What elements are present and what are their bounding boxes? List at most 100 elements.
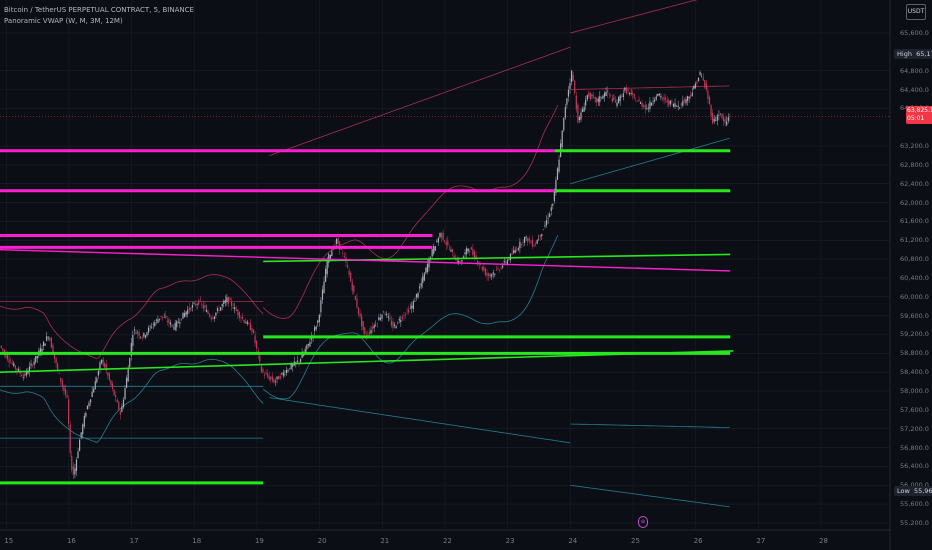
candle-body <box>600 96 602 99</box>
candle-body <box>36 356 38 359</box>
candle-body <box>165 315 167 319</box>
event-marker-icon[interactable]: ⊕ <box>638 516 648 528</box>
candle-body <box>701 76 703 77</box>
candle-body <box>466 248 468 255</box>
candle-body <box>298 361 300 363</box>
vwap-band-lower <box>0 358 264 443</box>
candle-body <box>89 399 92 403</box>
candle-body <box>633 94 635 98</box>
candle-body <box>505 261 507 263</box>
candle-body <box>204 305 206 308</box>
candle-body <box>440 232 443 238</box>
candle-body <box>28 366 31 372</box>
candle-body <box>622 93 624 98</box>
candle-body <box>6 354 9 360</box>
candle-body <box>282 372 284 376</box>
candle-body <box>434 246 436 251</box>
candle-body <box>657 93 659 97</box>
candle-body <box>680 103 682 106</box>
candle-body <box>404 314 407 316</box>
candle-body <box>448 249 450 250</box>
candle-body <box>580 112 582 120</box>
candle-body <box>578 117 581 121</box>
candle-body <box>171 324 173 326</box>
candle-body <box>262 368 264 373</box>
vwap-band-upper <box>0 274 264 360</box>
candle-body <box>608 93 610 94</box>
candle-body <box>0 345 2 348</box>
candle-body <box>108 373 110 381</box>
price-tick-label: 58,800.0 <box>900 349 929 358</box>
candle-body <box>675 105 678 107</box>
candle-body <box>502 265 504 268</box>
candle-body <box>607 89 609 93</box>
candle-body <box>381 314 383 319</box>
candle-body <box>382 311 385 313</box>
candle-body <box>2 348 4 351</box>
candle-body <box>82 424 84 435</box>
candle-body <box>13 363 15 367</box>
candle-body <box>52 345 54 355</box>
symbol-title: Bitcoin / TetherUS PERPETUAL CONTRACT, 5… <box>4 6 194 14</box>
candle-body <box>531 239 534 247</box>
candle-body <box>343 256 346 257</box>
candle-body <box>495 269 497 271</box>
candle-body <box>458 260 460 263</box>
candle-body <box>398 319 400 321</box>
candle-body <box>160 316 162 317</box>
bar-countdown: 05:01 <box>907 115 925 122</box>
candle-body <box>519 241 521 249</box>
candle-body <box>688 96 690 99</box>
candle-body <box>682 100 684 106</box>
candle-body <box>616 102 618 107</box>
candle-body <box>538 238 540 240</box>
candle-body <box>245 321 247 324</box>
candle-body <box>442 232 444 241</box>
candle-body <box>144 335 147 338</box>
candle-body <box>202 304 204 309</box>
candle-body <box>713 118 715 122</box>
candle-body <box>357 307 360 314</box>
candle-body <box>375 325 377 326</box>
candle-body <box>317 320 319 323</box>
currency-button[interactable]: USDT <box>906 4 926 20</box>
candle-body <box>118 402 120 410</box>
vwap-band-upper <box>570 0 698 34</box>
candle-body <box>251 328 253 332</box>
candle-body <box>517 248 519 251</box>
candle-body <box>390 320 393 326</box>
candle-body <box>652 101 654 103</box>
candle-body <box>639 102 642 104</box>
price-tick-label: 57,200.0 <box>900 424 929 433</box>
candle-body <box>309 342 311 347</box>
candle-body <box>663 96 665 101</box>
candle-body <box>216 308 219 311</box>
price-tick-label: 56,000.0 <box>900 481 930 489</box>
candle-body <box>138 332 140 337</box>
price-tick-label: 60,800.0 <box>900 255 929 264</box>
candle-body <box>339 241 341 250</box>
candle-body <box>263 375 266 376</box>
candle-body <box>273 379 275 383</box>
candle-body <box>588 92 590 97</box>
candle-body <box>401 317 403 319</box>
candle-body <box>621 96 623 98</box>
candle-body <box>35 355 37 363</box>
candle-body <box>229 298 231 301</box>
candle-body <box>566 98 568 105</box>
price-tick-label: 57,600.0 <box>900 405 929 414</box>
candle-body <box>207 311 209 314</box>
candle-body <box>205 309 208 312</box>
candle-body <box>426 264 429 272</box>
low-label: Low <box>897 487 910 495</box>
candle-body <box>21 375 23 377</box>
candle-body <box>267 373 269 377</box>
candle-body <box>486 273 488 276</box>
candle-body <box>350 272 352 282</box>
last-price-value: 63,825.1 <box>907 107 932 114</box>
candle-body <box>618 96 620 104</box>
indicator-title[interactable]: Panoramic VWAP (W, M, 3M, 12M) <box>4 17 123 25</box>
candle-body <box>163 317 165 318</box>
candle-body <box>232 307 234 309</box>
